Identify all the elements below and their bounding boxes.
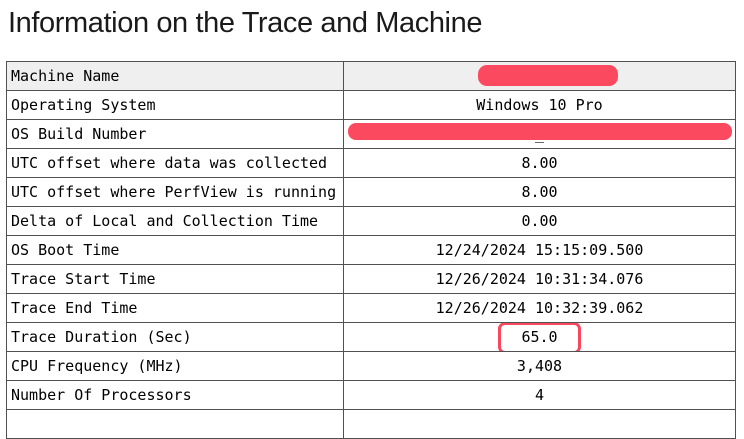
row-value: 12/26/2024 10:32:39.062	[343, 293, 736, 323]
table-row: Number Of Processors 4	[6, 380, 736, 410]
table-row: Delta of Local and Collection Time 0.00	[6, 206, 736, 236]
row-label: Trace End Time	[6, 293, 344, 323]
row-value-text: 4	[534, 386, 545, 404]
row-label: CPU Frequency (MHz)	[6, 351, 344, 381]
row-label: OS Boot Time	[6, 235, 344, 265]
table-row: UTC offset where PerfView is running 8.0…	[6, 177, 736, 207]
row-value: 12/26/2024 10:31:34.076	[343, 264, 736, 294]
row-label: Operating System	[6, 90, 344, 120]
row-label: Trace Start Time	[6, 264, 344, 294]
row-label	[6, 409, 344, 439]
row-label: Machine Name	[6, 61, 344, 91]
table-row: Machine Name	[6, 61, 736, 91]
row-value-text: 65.0	[498, 323, 581, 351]
table-row: OS Boot Time 12/24/2024 15:15:09.500	[6, 235, 736, 265]
table-row: OS Build Number _	[6, 119, 736, 149]
row-value: Windows 10 Pro	[343, 90, 736, 120]
row-label: UTC offset where data was collected	[6, 148, 344, 178]
row-value-text: 8.00	[521, 154, 558, 172]
row-value: 12/24/2024 15:15:09.500	[343, 235, 736, 265]
row-value: 4	[343, 380, 736, 410]
trace-machine-info-table: Machine Name Operating System Windows 10…	[6, 61, 736, 439]
row-value-text: 0.00	[521, 212, 558, 230]
table-row: CPU Frequency (MHz) 3,408	[6, 351, 736, 381]
table-row: Trace Duration (Sec) 65.0	[6, 322, 736, 352]
row-label: Trace Duration (Sec)	[6, 322, 344, 352]
row-value	[343, 409, 736, 439]
row-value: 0.00	[343, 206, 736, 236]
row-value-text: 8.00	[521, 183, 558, 201]
row-label: UTC offset where PerfView is running	[6, 177, 344, 207]
table-row: Trace Start Time 12/26/2024 10:31:34.076	[6, 264, 736, 294]
row-value-text: 12/26/2024 10:32:39.062	[435, 299, 644, 317]
row-value-text: Windows 10 Pro	[476, 96, 603, 114]
table-row: Trace End Time 12/26/2024 10:32:39.062	[6, 293, 736, 323]
redaction-box	[348, 123, 732, 140]
row-value	[343, 61, 736, 91]
row-label: Number Of Processors	[6, 380, 344, 410]
row-value-text: 12/24/2024 15:15:09.500	[435, 241, 644, 259]
row-value-text: 12/26/2024 10:31:34.076	[435, 270, 644, 288]
table-body: Machine Name Operating System Windows 10…	[6, 61, 736, 439]
row-value: _	[343, 119, 736, 149]
redaction-box	[477, 65, 618, 86]
row-label: OS Build Number	[6, 119, 344, 149]
row-value-text: 3,408	[516, 357, 563, 375]
table-row: Operating System Windows 10 Pro	[6, 90, 736, 120]
row-value: 3,408	[343, 351, 736, 381]
row-value: 8.00	[343, 177, 736, 207]
row-label: Delta of Local and Collection Time	[6, 206, 344, 236]
page-title: Information on the Trace and Machine	[8, 7, 483, 39]
row-value: 8.00	[343, 148, 736, 178]
table-row: UTC offset where data was collected 8.00	[6, 148, 736, 178]
row-value: 65.0	[343, 322, 736, 352]
table-row	[6, 409, 736, 439]
